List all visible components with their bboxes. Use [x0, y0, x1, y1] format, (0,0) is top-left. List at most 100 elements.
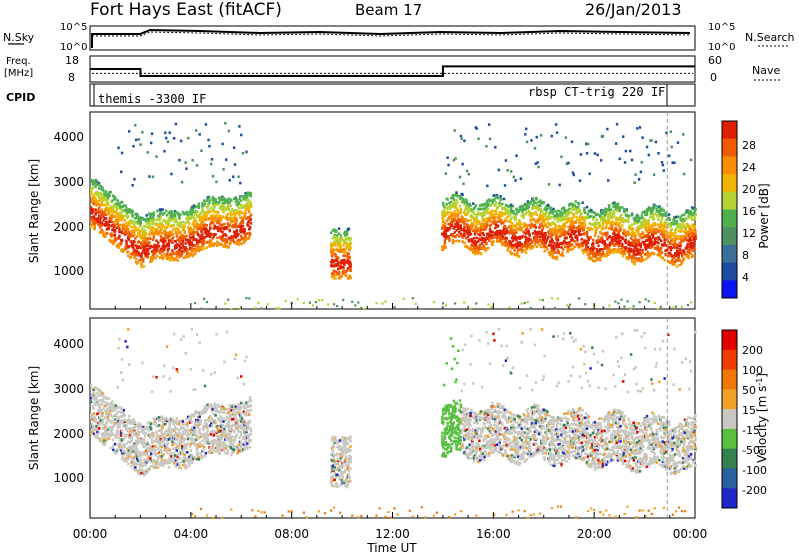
echo-cell	[221, 230, 224, 234]
echo-cell	[247, 232, 250, 235]
echo-cell	[543, 236, 546, 240]
echo-cell	[442, 225, 445, 229]
echo-cell	[508, 225, 511, 229]
echo-cell	[163, 253, 166, 256]
echo-cell	[125, 232, 128, 235]
echo-cell	[567, 230, 570, 233]
echo-cell	[460, 200, 463, 204]
echo-cell	[680, 227, 683, 231]
echo-cell	[556, 249, 560, 252]
echo-cell	[192, 232, 195, 235]
echo-cell	[570, 230, 574, 234]
echo-cell	[686, 250, 689, 254]
echo-cell	[548, 251, 552, 254]
echo-cell	[617, 224, 621, 227]
echo-cell	[681, 239, 684, 243]
echo-cell	[93, 221, 96, 225]
echo-cell	[211, 195, 215, 199]
echo-cell	[348, 248, 351, 252]
echo-cell	[453, 203, 456, 207]
echo-cell	[181, 210, 185, 214]
echo-cell	[208, 209, 211, 212]
echo-cell	[492, 214, 495, 218]
echo-cell	[592, 217, 595, 221]
echo-cell	[109, 220, 112, 224]
echo-cell	[605, 220, 608, 224]
echo-cell	[141, 251, 144, 255]
echo-cell	[624, 248, 628, 251]
echo-cell	[219, 204, 223, 208]
echo-cell	[187, 136, 190, 140]
echo-cell	[675, 265, 679, 268]
echo-cell	[559, 228, 562, 231]
echo-cell	[158, 256, 162, 259]
echo-cell	[208, 144, 211, 148]
echo-cell	[622, 209, 626, 213]
echo-cell	[646, 235, 650, 238]
echo-cell	[545, 239, 548, 243]
echo-cell	[505, 231, 508, 234]
echo-cell	[607, 214, 610, 217]
echo-cell	[171, 218, 174, 221]
echo-cell	[485, 248, 488, 251]
echo-cell	[599, 256, 602, 259]
echo-cell	[653, 239, 657, 243]
echo-cell	[97, 181, 101, 185]
echo-cell	[209, 245, 212, 248]
echo-cell	[117, 219, 120, 222]
freq-label: Freq.	[6, 56, 31, 67]
echo-cell	[673, 246, 676, 249]
echo-cell	[142, 225, 146, 228]
echo-cell	[302, 301, 305, 305]
echo-cell	[232, 238, 235, 242]
echo-cell	[107, 192, 111, 195]
echo-cell	[344, 254, 347, 258]
echo-cell	[349, 246, 352, 250]
echo-cell	[336, 239, 339, 242]
echo-cell	[541, 299, 544, 302]
echo-cell	[343, 241, 346, 245]
echo-cell	[672, 232, 675, 235]
echo-cell	[583, 241, 586, 244]
echo-cell	[337, 270, 341, 274]
echo-cell	[131, 253, 134, 256]
echo-cell	[444, 172, 448, 175]
echo-cell	[544, 213, 547, 216]
echo-cell	[622, 135, 625, 138]
echo-cell	[634, 240, 637, 243]
echo-cell	[573, 226, 576, 230]
echo-cell	[97, 191, 100, 195]
echo-cell	[538, 243, 541, 247]
echo-cell	[468, 202, 471, 206]
echo-cell	[518, 237, 522, 240]
echo-cell	[173, 247, 177, 250]
echo-cell	[488, 137, 492, 141]
echo-cell	[149, 244, 153, 248]
echo-cell	[657, 151, 660, 155]
echo-cell	[583, 226, 586, 230]
echo-cell	[578, 219, 582, 223]
echo-cell	[535, 135, 538, 139]
echo-cell	[349, 262, 352, 265]
echo-cell	[212, 199, 216, 202]
echo-cell	[592, 238, 595, 242]
echo-cell	[693, 217, 696, 221]
echo-cell	[506, 220, 509, 223]
echo-cell	[588, 249, 591, 252]
echo-cell	[662, 233, 666, 237]
echo-cell	[569, 248, 573, 251]
echo-cell	[633, 236, 636, 240]
echo-cell	[476, 245, 479, 249]
echo-cell	[491, 243, 494, 247]
echo-cell	[331, 236, 335, 240]
echo-cell	[500, 240, 503, 244]
echo-cell	[296, 298, 299, 301]
echo-cell	[244, 239, 247, 243]
echo-cell	[203, 214, 207, 217]
echo-cell	[547, 215, 551, 218]
echo-cell	[199, 307, 203, 310]
echo-cell	[459, 224, 463, 227]
echo-cell	[109, 190, 112, 194]
echo-cell	[601, 221, 605, 224]
echo-cell	[197, 227, 201, 231]
